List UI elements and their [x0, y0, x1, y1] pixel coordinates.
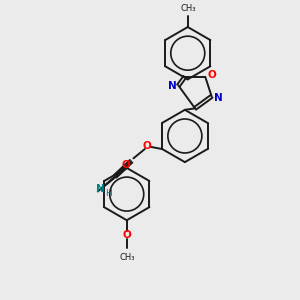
Text: H: H	[105, 189, 112, 198]
Text: O: O	[122, 230, 131, 240]
Text: O: O	[143, 141, 152, 151]
Text: N: N	[96, 184, 104, 194]
Text: CH₃: CH₃	[119, 253, 134, 262]
Text: N: N	[168, 81, 176, 91]
Text: O: O	[207, 70, 216, 80]
Text: O: O	[122, 160, 130, 170]
Text: CH₃: CH₃	[180, 4, 196, 13]
Text: N: N	[214, 93, 222, 103]
